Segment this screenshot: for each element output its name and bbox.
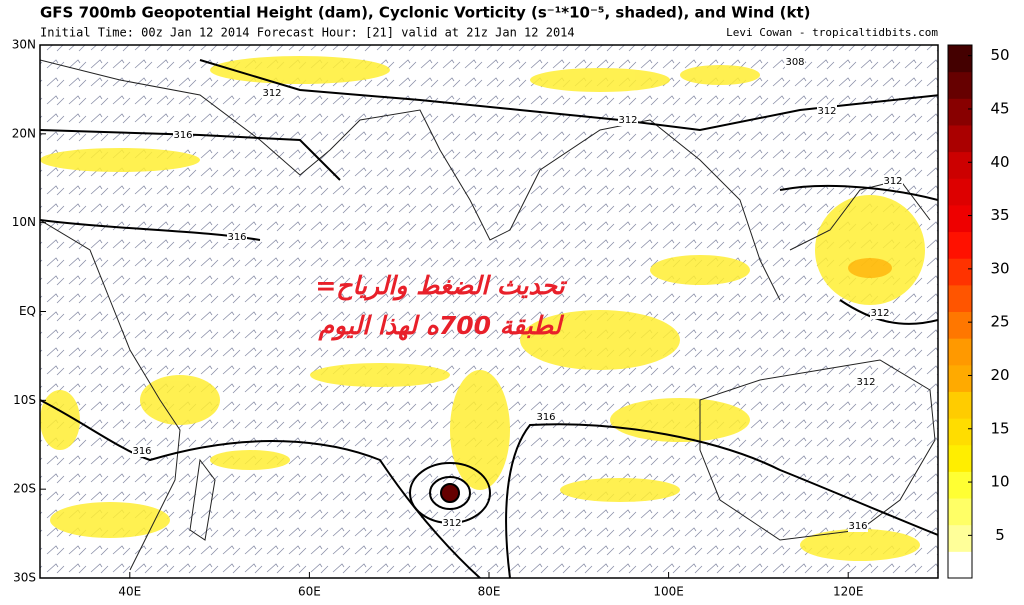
lat-label: 20S bbox=[13, 482, 36, 496]
colorbar-swatch bbox=[948, 391, 972, 419]
colorbar-label: 40 bbox=[990, 153, 1009, 171]
lon-label: 40E bbox=[118, 585, 141, 599]
contour-label-bg bbox=[883, 175, 903, 187]
colorbar-swatch bbox=[948, 551, 972, 579]
contour-label: 312 bbox=[817, 106, 836, 117]
colorbar-swatch bbox=[948, 284, 972, 312]
map-body: تحديث الضغط والرياح= لطبقة 700ه لهذا الي… bbox=[40, 45, 938, 578]
contour-label: 312 bbox=[883, 176, 902, 187]
colorbar-swatch bbox=[948, 231, 972, 259]
colorbar-swatch bbox=[948, 524, 972, 552]
colorbar-swatch bbox=[948, 364, 972, 392]
annotation-line-1: تحديث الضغط والرياح= bbox=[315, 271, 567, 301]
colorbar-swatch bbox=[948, 45, 972, 73]
contour-label: 316 bbox=[227, 232, 246, 243]
lat-label: 20N bbox=[12, 126, 36, 140]
contour-label: 316 bbox=[848, 521, 867, 532]
colorbar-swatch bbox=[948, 178, 972, 206]
contour-label: 316 bbox=[132, 446, 151, 457]
colorbar-swatch bbox=[948, 98, 972, 126]
colorbar-swatch bbox=[948, 151, 972, 179]
colorbar-swatch bbox=[948, 204, 972, 233]
height-contours bbox=[40, 59, 938, 578]
colorbar-swatch bbox=[948, 444, 972, 472]
contour-label-bg bbox=[442, 517, 462, 529]
contour-label-bg bbox=[173, 129, 193, 141]
lat-label: 10S bbox=[13, 393, 36, 407]
credit: Levi Cowan - tropicaltidbits.com bbox=[726, 26, 938, 39]
colorbar-label: 30 bbox=[990, 259, 1009, 277]
colorbar-swatch bbox=[948, 71, 972, 99]
contour-label-bg bbox=[848, 520, 868, 532]
lat-label: 30S bbox=[13, 571, 36, 585]
contour-label: 308 bbox=[785, 57, 804, 68]
colorbar-label: 25 bbox=[990, 313, 1009, 331]
colorbar-label: 50 bbox=[990, 46, 1009, 64]
colorbar-swatch bbox=[948, 498, 972, 526]
contour-label: 312 bbox=[856, 377, 875, 388]
contour-label-bg bbox=[618, 114, 638, 126]
colorbar-label: 20 bbox=[990, 366, 1009, 384]
colorbar-label: 10 bbox=[990, 473, 1009, 491]
contour-label: 312 bbox=[870, 308, 889, 319]
contour-label: 316 bbox=[536, 412, 555, 423]
contour-label: 312 bbox=[262, 88, 281, 99]
colorbar-label: 15 bbox=[990, 419, 1009, 437]
colorbar-label: 35 bbox=[990, 206, 1009, 224]
lat-label: 10N bbox=[12, 215, 36, 229]
lon-label: 80E bbox=[478, 585, 501, 599]
lon-label: 120E bbox=[833, 585, 864, 599]
vorticity-shading bbox=[40, 56, 925, 561]
colorbar-frame bbox=[947, 44, 973, 579]
subtitle: Initial Time: 00z Jan 12 2014 Forecast H… bbox=[40, 26, 575, 40]
colorbar-label: 45 bbox=[990, 99, 1009, 117]
lat-label: 30N bbox=[12, 38, 36, 52]
lat-label: EQ bbox=[19, 304, 36, 318]
annotation-line-2: لطبقة 700ه لهذا اليوم bbox=[318, 311, 565, 341]
contour-label-bg bbox=[785, 56, 805, 68]
contour-label-bg bbox=[132, 445, 152, 457]
lon-label: 60E bbox=[298, 585, 321, 599]
lon-label: 100E bbox=[653, 585, 684, 599]
contour-label-bg bbox=[856, 376, 876, 388]
contour-label: 312 bbox=[442, 518, 461, 529]
colorbar-label: 5 bbox=[995, 526, 1005, 544]
contour-label-bg bbox=[536, 411, 556, 423]
colorbar-swatch bbox=[948, 338, 972, 366]
colorbar-swatch bbox=[948, 418, 972, 446]
cyclone-center bbox=[440, 483, 460, 503]
contour-label-bg bbox=[817, 105, 837, 117]
contour-label: 316 bbox=[173, 130, 192, 141]
contour-label: 312 bbox=[618, 115, 637, 126]
title: GFS 700mb Geopotential Height (dam), Cyc… bbox=[40, 4, 811, 22]
contour-label-bg bbox=[262, 87, 282, 99]
colorbar-swatch bbox=[948, 258, 972, 286]
colorbar-swatch bbox=[948, 311, 972, 339]
contour-label-bg bbox=[227, 231, 247, 243]
colorbar-swatch bbox=[948, 471, 972, 499]
vorticity-max bbox=[848, 258, 892, 278]
contour-label-bg bbox=[870, 307, 890, 319]
colorbar-swatch bbox=[948, 124, 972, 153]
